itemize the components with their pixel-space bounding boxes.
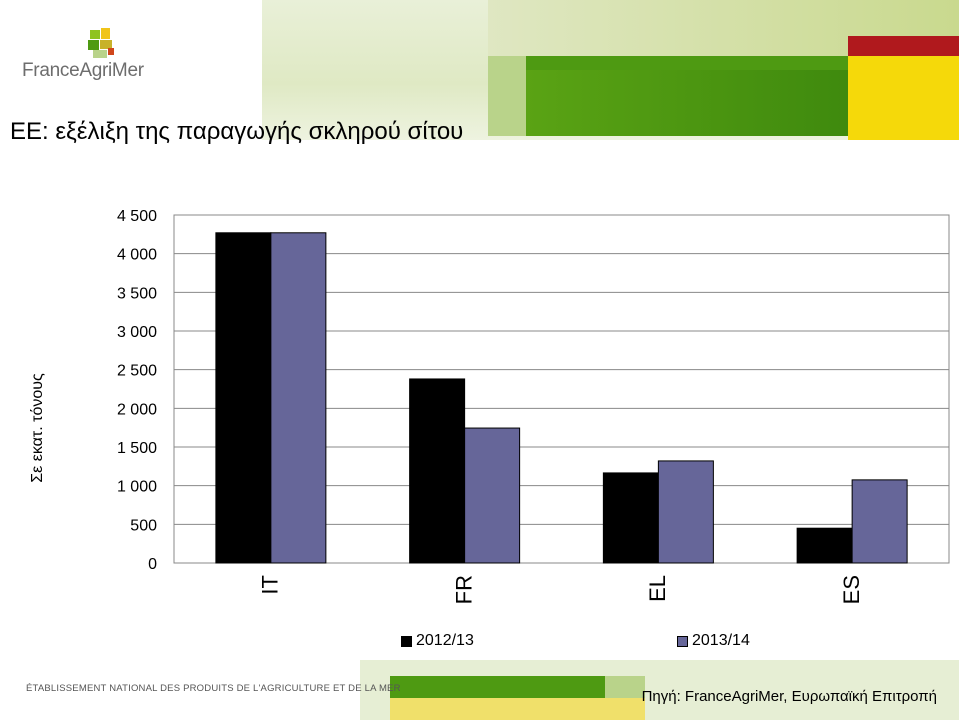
y-tick-label: 3 500 — [117, 285, 157, 302]
y-tick-label: 3 000 — [117, 324, 157, 341]
y-tick-label: 4 500 — [117, 208, 157, 225]
legend-item-series-1: 2012/13 — [401, 632, 474, 650]
y-tick-label: 0 — [148, 556, 157, 573]
header-band-yellow — [848, 56, 959, 140]
x-tick-label: ES — [839, 575, 864, 604]
page-title: ΕΕ: εξέλιξη της παραγωγής σκληρού σίτου — [10, 118, 464, 145]
legend-label-series-1: 2012/13 — [416, 632, 474, 649]
x-tick-label: IT — [258, 575, 283, 595]
bar-FR-series-1 — [409, 378, 466, 564]
header-band-pale — [488, 56, 526, 136]
footer-band-pale — [605, 676, 645, 698]
bar-EL-series-2 — [657, 460, 714, 564]
footer-band-green — [390, 676, 605, 698]
y-tick-label: 2 500 — [117, 363, 157, 380]
footer-organization: ÉTABLISSEMENT NATIONAL DES PRODUITS DE L… — [26, 683, 401, 694]
x-tick-label: EL — [645, 575, 670, 602]
y-tick-label: 2 000 — [117, 401, 157, 418]
header-band-red — [848, 36, 959, 56]
source-note: Πηγή: FranceAgriMer, Ευρωπαϊκή Επιτροπή — [641, 688, 937, 705]
x-tick-label: FR — [451, 575, 476, 604]
legend-swatch-series-1 — [401, 635, 412, 647]
legend-item-series-2: 2013/14 — [677, 632, 750, 650]
bar-ES-series-1 — [796, 527, 853, 564]
bar-IT-series-2 — [270, 232, 327, 564]
franceagrimer-logo: FranceAgriMer — [22, 22, 162, 88]
y-tick-label: 500 — [130, 517, 157, 534]
y-tick-label: 4 000 — [117, 247, 157, 264]
y-tick-label: 1 500 — [117, 440, 157, 457]
chart-legend: 2012/13 2013/14 — [0, 632, 959, 654]
logo-mark-icon — [88, 28, 114, 58]
header-band-green-shade — [526, 70, 848, 136]
legend-label-series-2: 2013/14 — [692, 632, 750, 649]
bar-IT-series-1 — [215, 232, 272, 564]
plot-area — [173, 214, 950, 564]
bar-FR-series-2 — [464, 427, 521, 564]
logo-text: FranceAgriMer — [22, 60, 144, 81]
bar-ES-series-2 — [851, 479, 908, 564]
footer-band-yellow — [390, 698, 645, 720]
legend-swatch-series-2 — [677, 635, 688, 647]
bar-EL-series-1 — [602, 472, 659, 564]
y-tick-label: 1 000 — [117, 479, 157, 496]
